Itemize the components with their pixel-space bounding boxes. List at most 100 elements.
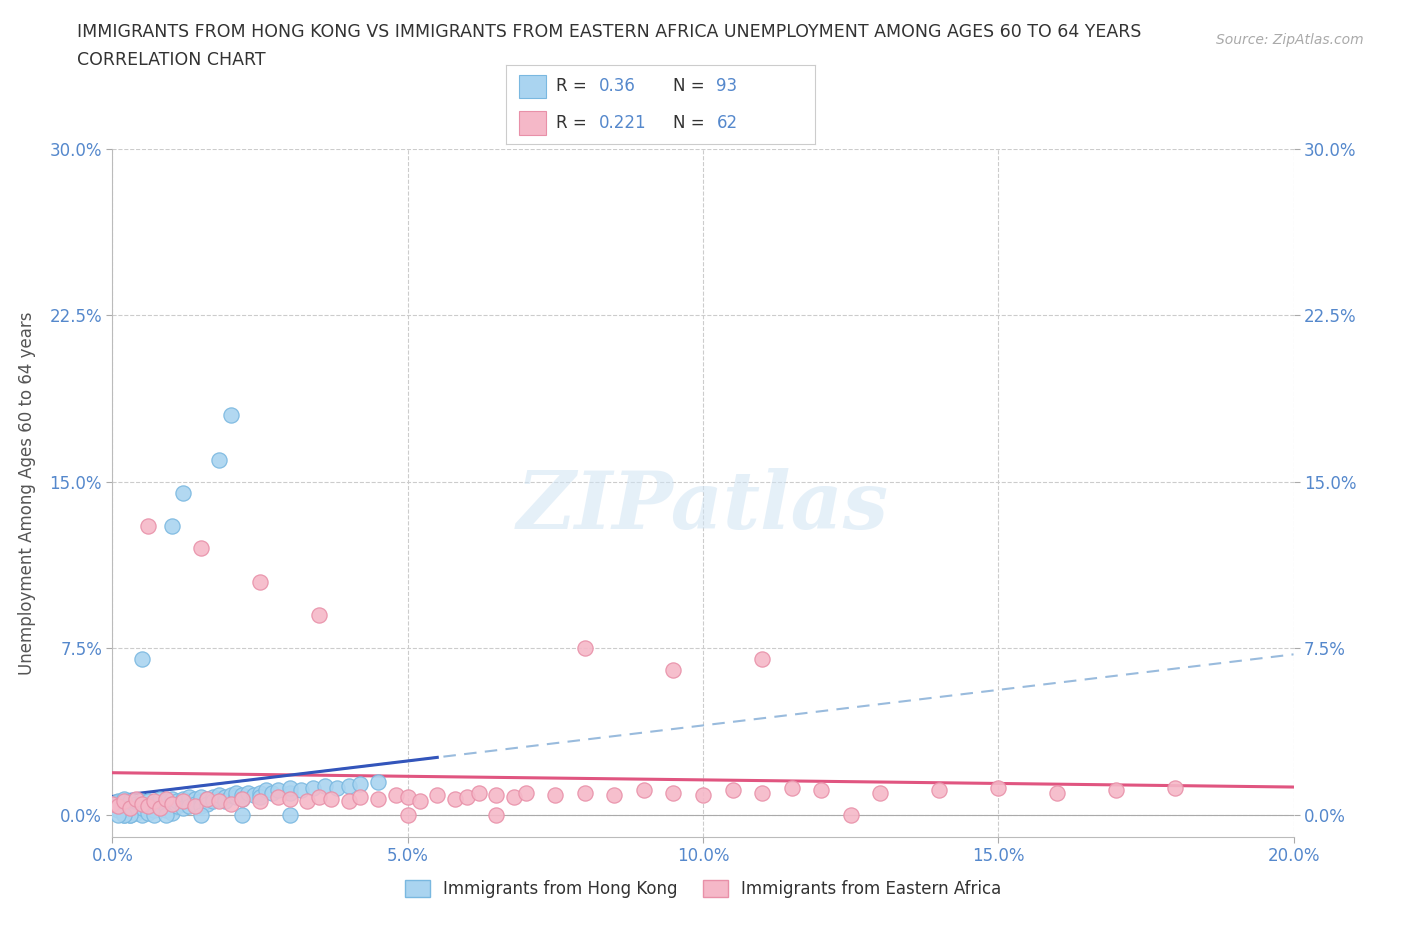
Point [131, 796, 153, 811]
Text: 62: 62 [717, 113, 738, 132]
Point [112, 807, 135, 822]
Point [120, 803, 142, 817]
Point [142, 794, 165, 809]
Point [172, 796, 194, 811]
Point [225, 785, 247, 800]
Point [1105, 783, 1128, 798]
Point [172, 485, 194, 500]
Point [367, 774, 389, 789]
Point [184, 791, 207, 806]
Point [136, 805, 159, 820]
Point [112, 805, 135, 820]
Point [107, 807, 129, 822]
Point [260, 785, 283, 800]
Point [574, 641, 596, 656]
Point [125, 801, 148, 816]
Point [160, 519, 183, 534]
Point [172, 791, 194, 806]
Point [751, 652, 773, 667]
Point [190, 799, 212, 814]
Point [201, 794, 224, 809]
Point [112, 791, 135, 806]
Point [125, 791, 148, 806]
Point [120, 794, 142, 809]
Point [101, 796, 124, 811]
Point [254, 783, 277, 798]
Point [131, 803, 153, 817]
Point [160, 791, 183, 806]
Point [456, 790, 478, 804]
Point [249, 574, 271, 589]
Point [297, 794, 319, 809]
FancyBboxPatch shape [519, 111, 547, 135]
Point [326, 780, 349, 795]
Point [101, 796, 124, 811]
Point [633, 783, 655, 798]
Point [179, 790, 201, 804]
Point [1046, 785, 1069, 800]
Point [662, 785, 685, 800]
Text: 93: 93 [717, 77, 738, 96]
Point [107, 794, 129, 809]
Point [290, 783, 312, 798]
Point [136, 799, 159, 814]
Point [149, 801, 172, 816]
Point [385, 788, 408, 803]
Point [131, 807, 153, 822]
Point [278, 807, 301, 822]
Point [1164, 780, 1187, 795]
Point [692, 788, 714, 803]
Point [142, 796, 165, 811]
Point [214, 794, 236, 809]
Point [112, 794, 135, 809]
Point [302, 780, 325, 795]
Point [249, 794, 271, 809]
Point [444, 791, 467, 806]
Point [603, 788, 626, 803]
Point [225, 790, 247, 804]
Point [267, 783, 290, 798]
Point [190, 794, 212, 809]
Point [721, 783, 744, 798]
FancyBboxPatch shape [519, 74, 547, 99]
Text: ZIPatlas: ZIPatlas [517, 468, 889, 545]
Point [367, 791, 389, 806]
Point [142, 803, 165, 817]
Point [278, 785, 301, 800]
Point [179, 799, 201, 814]
Point [190, 807, 212, 822]
Point [172, 794, 194, 809]
Point [112, 801, 135, 816]
Point [136, 519, 159, 534]
Legend: Immigrants from Hong Kong, Immigrants from Eastern Africa: Immigrants from Hong Kong, Immigrants fr… [398, 873, 1008, 904]
Point [155, 794, 177, 809]
Point [231, 788, 253, 803]
Point [160, 796, 183, 811]
Point [267, 790, 290, 804]
Point [278, 791, 301, 806]
Text: R =: R = [555, 77, 592, 96]
Point [574, 785, 596, 800]
Point [544, 788, 567, 803]
Point [155, 791, 177, 806]
Point [238, 785, 260, 800]
Point [408, 794, 430, 809]
Point [190, 541, 212, 556]
Point [120, 807, 142, 822]
Point [208, 452, 231, 467]
Point [249, 785, 271, 800]
Point [172, 801, 194, 816]
Point [231, 791, 253, 806]
Point [160, 805, 183, 820]
Point [249, 790, 271, 804]
Point [149, 801, 172, 816]
Point [131, 652, 153, 667]
Point [195, 796, 218, 811]
Point [120, 799, 142, 814]
Point [839, 807, 862, 822]
Point [308, 790, 330, 804]
Point [155, 799, 177, 814]
Point [780, 780, 803, 795]
Y-axis label: Unemployment Among Ages 60 to 64 years: Unemployment Among Ages 60 to 64 years [17, 312, 35, 674]
Point [396, 790, 419, 804]
